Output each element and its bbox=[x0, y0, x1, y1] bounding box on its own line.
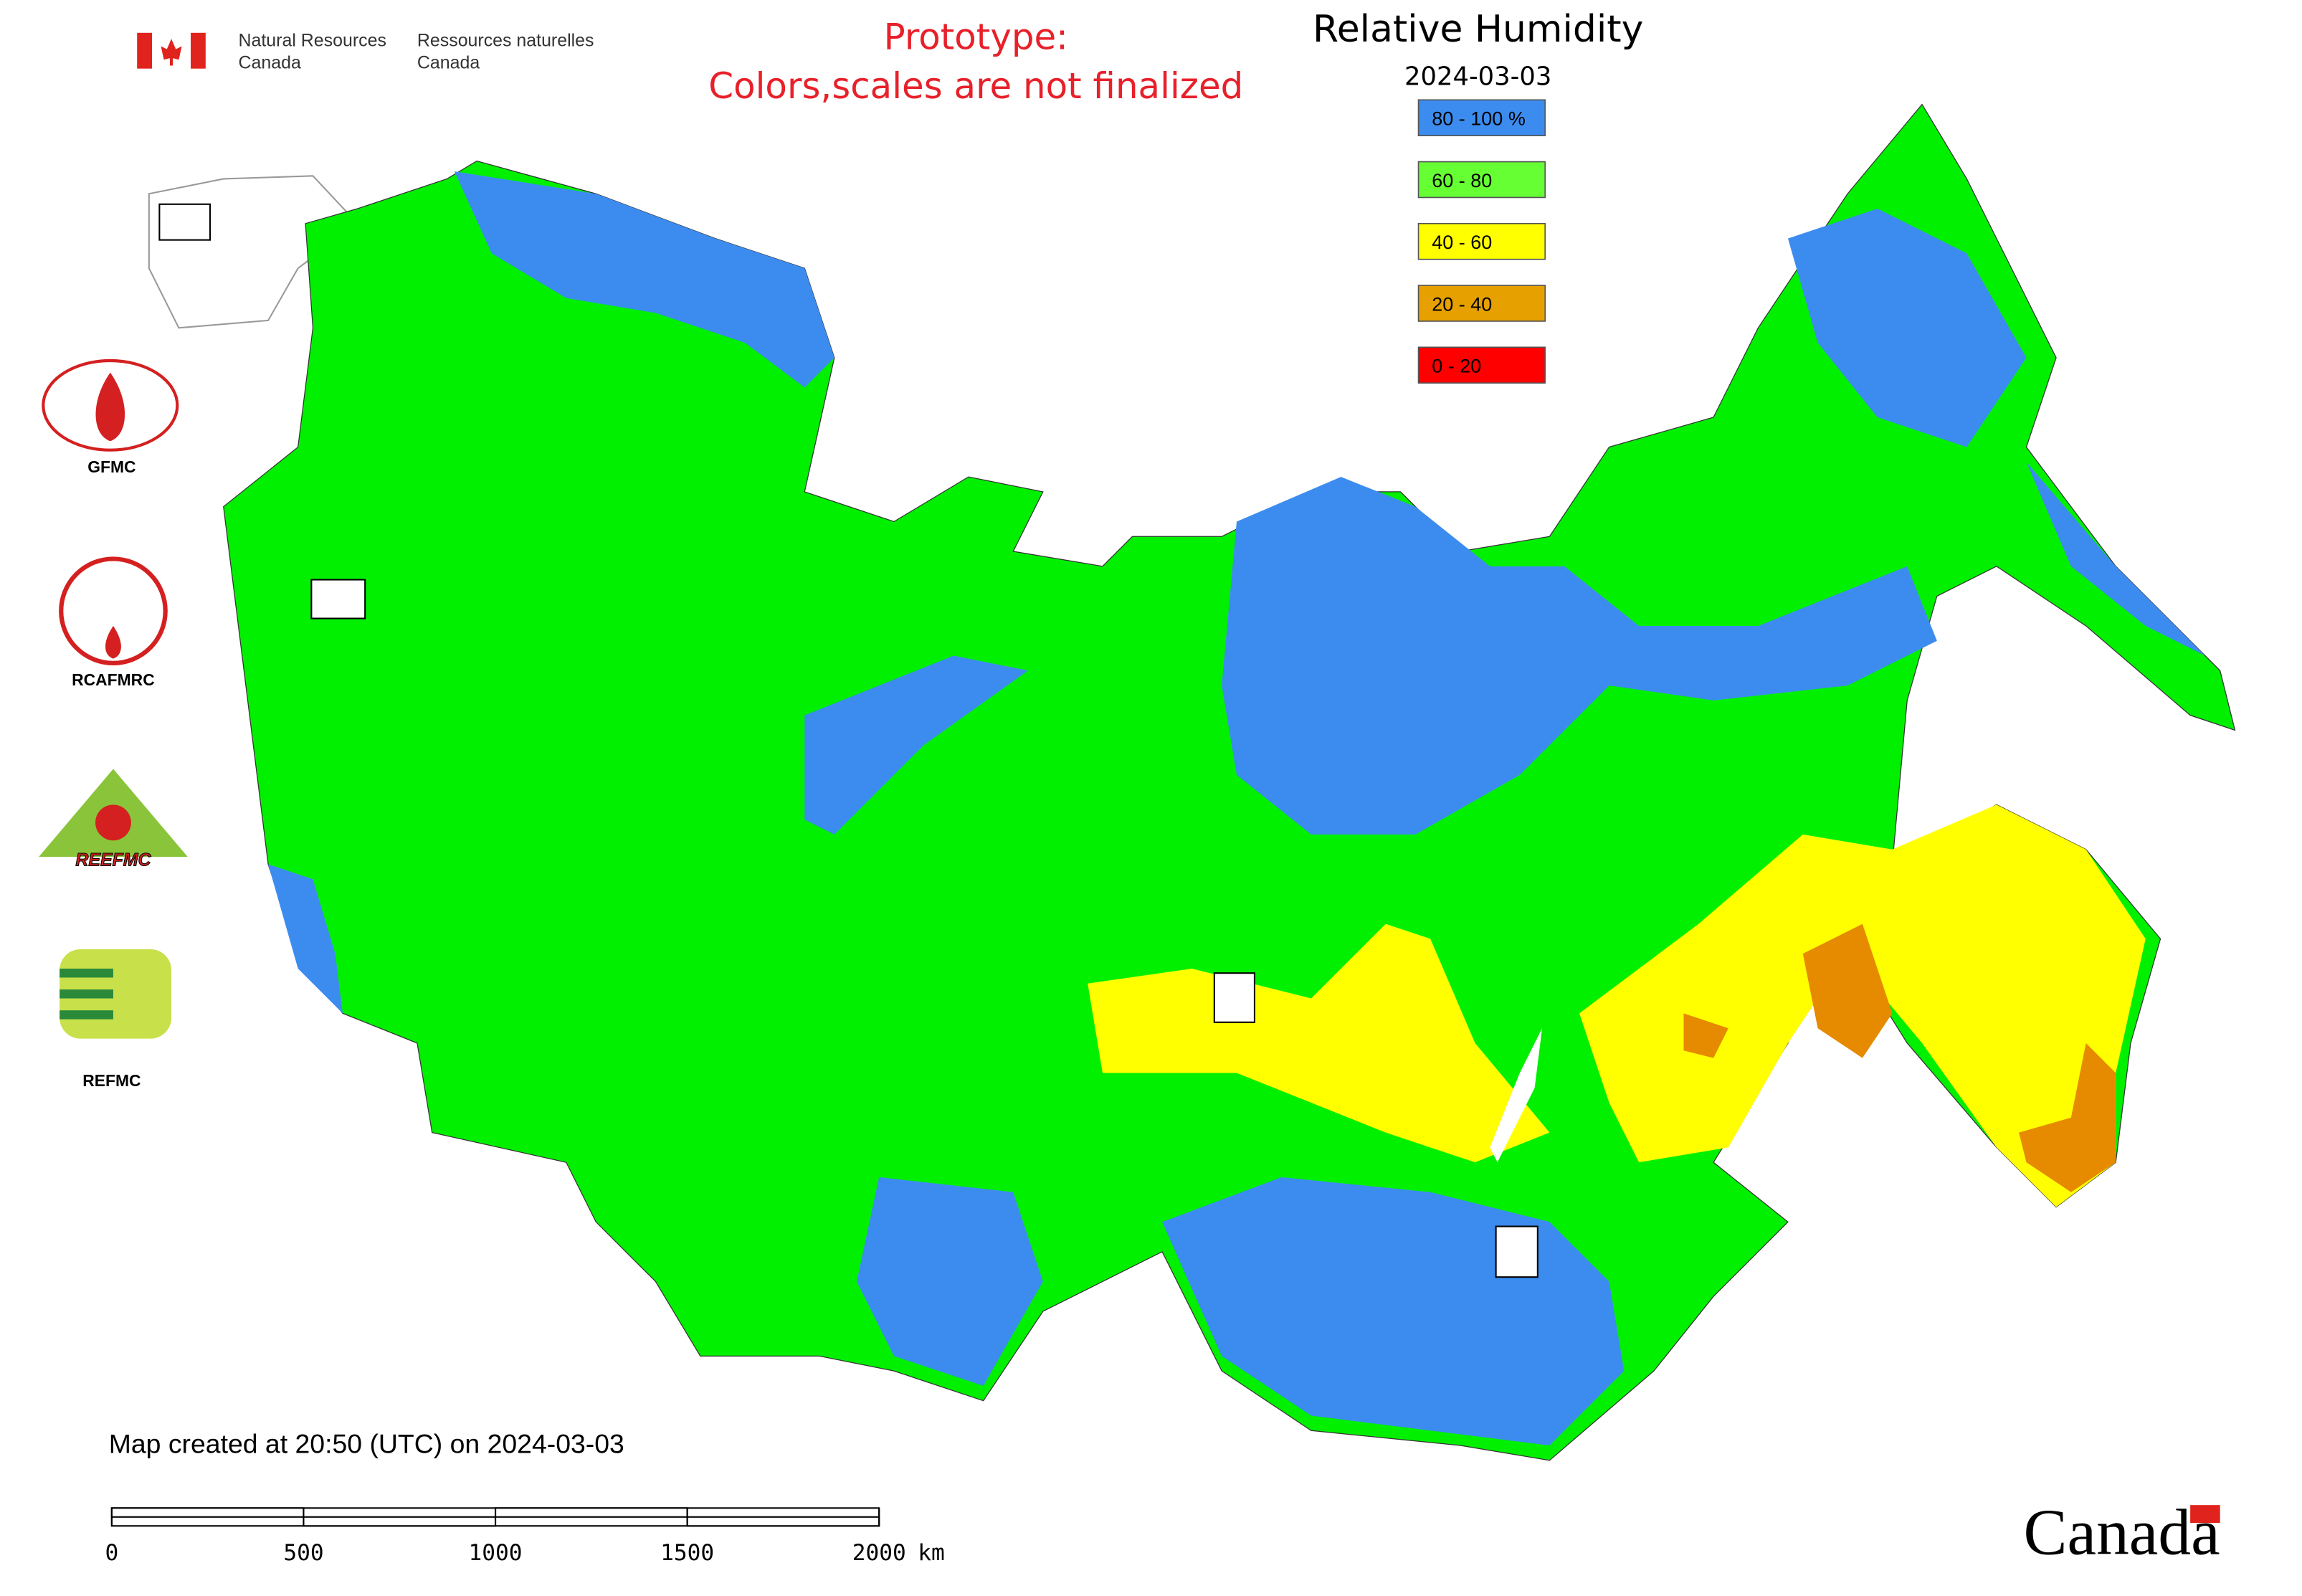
scale-label: 2000 bbox=[852, 1540, 906, 1566]
partner-label: REEFMC bbox=[75, 850, 151, 870]
scale-label: 500 bbox=[283, 1540, 323, 1566]
center-marker bbox=[310, 579, 366, 619]
partner-label: RCAFMRC bbox=[72, 670, 155, 689]
flag-bar bbox=[191, 32, 206, 69]
scale-segment bbox=[303, 1516, 497, 1527]
humid-area bbox=[804, 655, 1029, 835]
humid-area bbox=[1787, 209, 2027, 447]
partner-logos: GFMC RCAFMRC REEFMC REFMC bbox=[39, 358, 188, 1090]
maple-leaf bbox=[161, 39, 182, 66]
dry-area bbox=[1088, 923, 1550, 1163]
legend-label: 80 - 100 % bbox=[1432, 108, 1526, 130]
legend-swatch bbox=[1417, 346, 1546, 384]
scale-unit: km bbox=[918, 1540, 945, 1566]
org-name: Natural Resources bbox=[239, 30, 386, 50]
logo-stripe bbox=[60, 968, 113, 978]
wordmark-flag bbox=[2190, 1505, 2220, 1524]
center-marker bbox=[1213, 972, 1255, 1023]
notice: Prototype: bbox=[884, 16, 1068, 58]
legend-swatch bbox=[1417, 99, 1546, 137]
humid-area bbox=[454, 171, 834, 388]
logo-rcafmrc bbox=[59, 556, 168, 666]
partner-label: GFMC bbox=[87, 457, 135, 476]
logo-flame bbox=[95, 372, 125, 442]
humid-area bbox=[268, 864, 343, 1014]
scale-label: 1500 bbox=[660, 1540, 714, 1566]
creation-note: Map created at 20:50 (UTC) on 2024-03-03 bbox=[109, 1428, 624, 1458]
notice: Colors,scales are not finalized bbox=[708, 65, 1243, 107]
lake bbox=[1490, 1028, 1543, 1163]
humid-area bbox=[1222, 477, 1937, 835]
humid-area bbox=[857, 1177, 1043, 1386]
center-marker bbox=[1495, 1225, 1538, 1278]
scale-segment bbox=[110, 1507, 305, 1518]
legend-label: 40 - 60 bbox=[1432, 232, 1492, 253]
legend-label: 20 - 40 bbox=[1432, 293, 1492, 315]
legend-swatch bbox=[1417, 161, 1546, 199]
dry-area bbox=[1579, 804, 2146, 1207]
scale-segment bbox=[686, 1516, 880, 1527]
logo-stripe bbox=[60, 989, 113, 999]
very-dry-area bbox=[2019, 1042, 2116, 1192]
org-name: Ressources naturelles bbox=[417, 30, 594, 50]
logo-gfmc bbox=[42, 358, 179, 452]
scale-bar: 0 500 1000 1500 2000 km bbox=[105, 1507, 945, 1566]
center-marker bbox=[158, 203, 211, 241]
very-dry-area bbox=[1683, 1013, 1728, 1058]
logo-flame bbox=[95, 804, 131, 841]
org-name: Canada bbox=[239, 53, 301, 73]
legend: 80 - 100 % 60 - 80 40 - 60 20 - 40 0 - 20 bbox=[1417, 99, 1546, 384]
legend-label: 60 - 80 bbox=[1432, 170, 1492, 191]
logo-stripe bbox=[60, 1010, 113, 1020]
legend-swatch bbox=[1417, 285, 1546, 322]
scale-label: 1000 bbox=[469, 1540, 523, 1566]
legend-swatch bbox=[1417, 222, 1546, 260]
scale-label: 0 bbox=[105, 1540, 118, 1566]
nrcan-signature: Natural Resources Canada Ressources natu… bbox=[137, 30, 594, 73]
flag-bar bbox=[137, 32, 152, 69]
partner-label: REFMC bbox=[82, 1071, 141, 1090]
canada-wordmark: Canada bbox=[2024, 1496, 2220, 1569]
logo-flame bbox=[105, 625, 121, 659]
map-area bbox=[148, 103, 2236, 1461]
legend-label: 0 - 20 bbox=[1432, 356, 1481, 377]
map-date: 2024-03-03 bbox=[1404, 62, 1551, 92]
very-dry-area bbox=[1802, 923, 1893, 1058]
scale-segment bbox=[495, 1507, 688, 1518]
org-name: Canada bbox=[417, 53, 480, 73]
map-title: Relative Humidity bbox=[1313, 8, 1643, 51]
